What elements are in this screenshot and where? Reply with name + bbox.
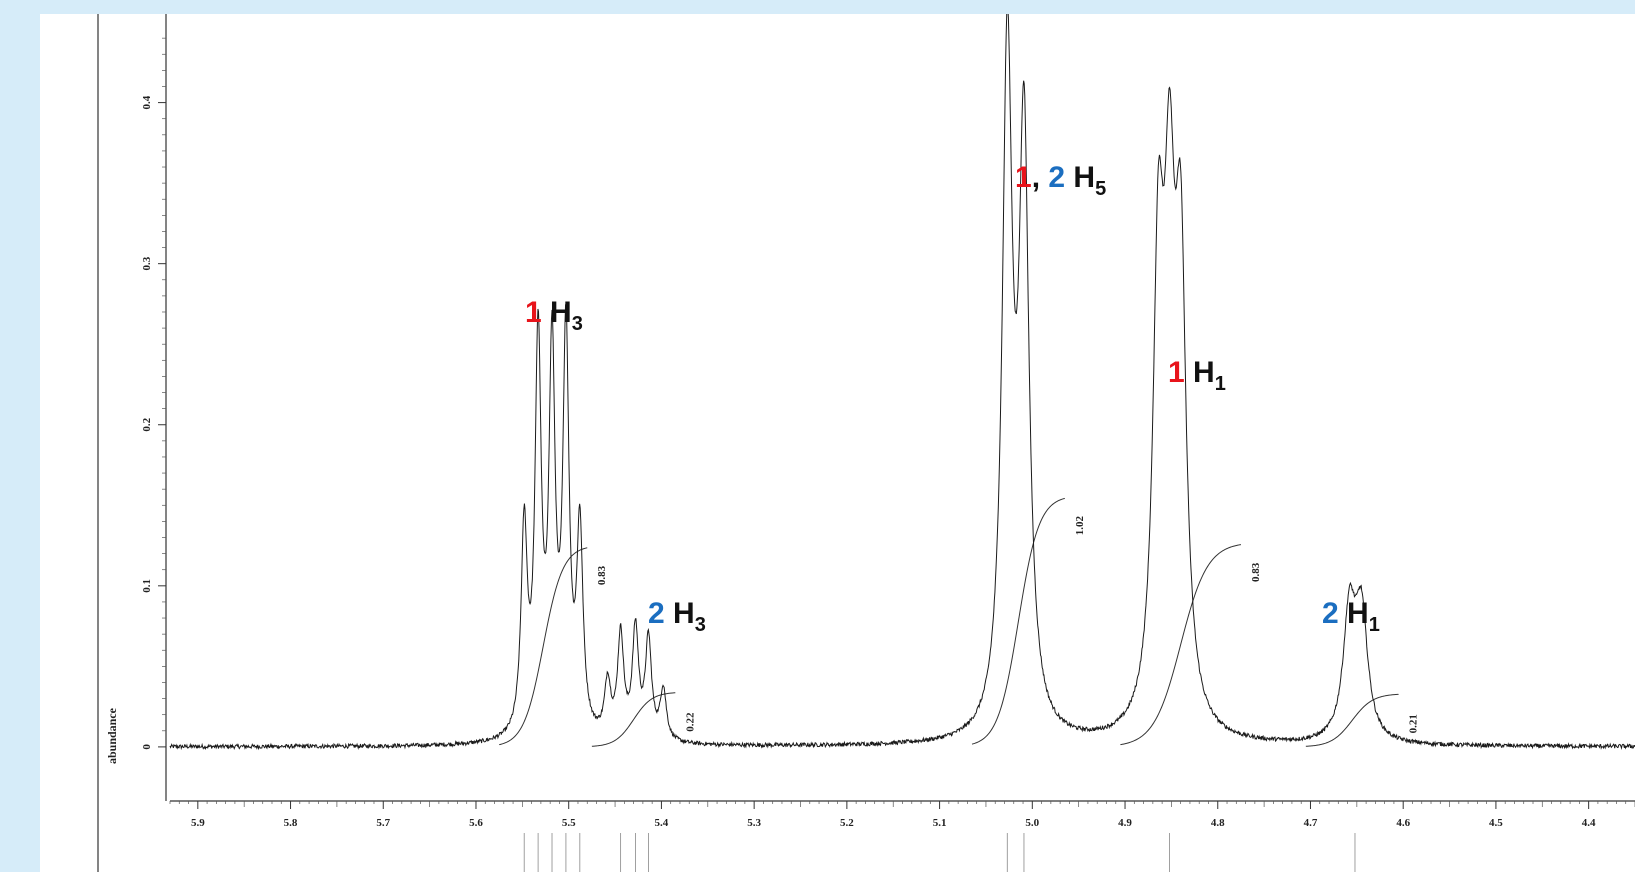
label-compound2-h1: 2 H1 [1322,597,1380,635]
x-tick-label: 5.2 [840,817,854,829]
integral-value-label: 0.22 [684,712,696,732]
x-tick-label: 4.4 [1582,817,1596,829]
x-tick-label: 4.5 [1489,817,1503,829]
label-compound2-h1-subscript: 1 [1368,614,1380,636]
label-compound2-h1-atom: H [1347,597,1369,630]
integral-curve [591,692,676,747]
label-compound1-h3-subscript: 3 [571,313,583,335]
label-compound1-h3-atom: H [550,296,572,329]
y-tick-label: 0 [141,744,153,750]
label-compound2-h3-atom: H [673,597,695,630]
x-axis-ticks: 5.9 5.8 5.7 5.6 5.5 5.4 5.3 5.2 5.1 5.0 4.9 4.8 4.7 4… [191,801,1596,829]
x-tick-label: 5.1 [933,817,947,829]
x-tick-label: 4.6 [1396,817,1410,829]
label-compound1-h3: 1 H3 [525,296,583,334]
plot-panel: abundance 5.9 5.8 5.7 5.6 5.5 5.4 5.3 5.2 5.1 5.0… [40,14,1635,872]
x-tick-label: 5.5 [562,817,576,829]
integral-curves [499,497,1399,747]
label-h5-subscript: 5 [1095,178,1107,200]
x-tick-label: 5.6 [469,817,483,829]
x-tick-label: 5.8 [284,817,298,829]
spectrum-line [169,14,1635,751]
label-h5-number-1: 1 [1015,161,1032,194]
y-axis-label: abundance [105,707,119,764]
label-h5-number-2: 2 [1048,161,1066,194]
integral-value-label: 0.83 [1250,562,1262,582]
integral-curve [1305,693,1399,747]
y-tick-label: 0.2 [141,417,153,431]
integral-value-label: 0.21 [1408,714,1420,733]
label-compound2-h3: 2 H3 [648,597,706,635]
label-compound2-h3-subscript: 3 [694,614,706,636]
y-tick-label: 0.1 [141,579,153,593]
label-h5-separator: , [1031,161,1049,194]
x-tick-label: 4.9 [1118,817,1132,829]
label-compound1-h3-number: 1 [525,296,542,329]
x-tick-label: 5.9 [191,817,205,829]
x-tick-label: 5.0 [1025,817,1039,829]
y-tick-label: 0.4 [141,95,153,109]
assignment-marks [523,833,1356,872]
label-compound1-h1-atom: H [1193,356,1215,389]
x-tick-label: 4.8 [1211,817,1225,829]
label-compound1-h1-number: 1 [1168,356,1185,389]
integral-value-label: 0.83 [596,565,608,585]
integral-curve [1120,544,1242,746]
label-compounds-1-2-h5: 1, 2 H5 [1015,161,1106,199]
integral-value-label: 1.02 [1074,515,1086,535]
x-tick-label: 5.4 [655,817,669,829]
x-minor-ticks [169,801,1635,807]
x-tick-label: 5.3 [747,817,761,829]
integral-curve [971,497,1065,745]
nmr-spectrum-chart: abundance 5.9 5.8 5.7 5.6 5.5 5.4 5.3 5.2 5.1 5.0… [97,14,1635,872]
integral-curve [499,547,588,746]
y-tick-label: 0.3 [141,256,153,270]
label-compound1-h1: 1 H1 [1168,356,1226,394]
y-axis-ticks: 0 0.1 0.2 0.3 0.4 [141,37,166,750]
label-compound2-h1-number: 2 [1322,597,1339,630]
x-tick-label: 5.7 [376,817,390,829]
integral-labels: 0.83 0.22 1.02 0.83 0.21 [596,515,1419,733]
x-tick-label: 4.7 [1304,817,1318,829]
label-h5-atom: H [1073,161,1096,194]
label-compound1-h1-subscript: 1 [1214,373,1226,395]
label-compound2-h3-number: 2 [648,597,665,630]
